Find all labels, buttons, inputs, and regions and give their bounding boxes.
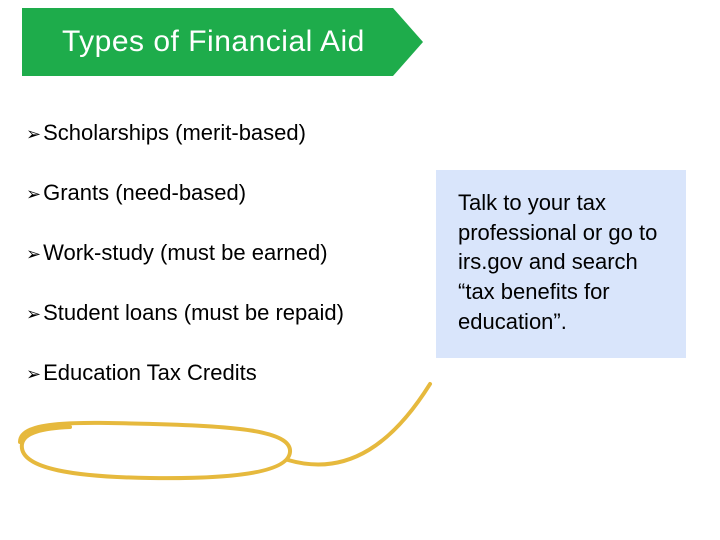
bullet-text: Student loans (must be repaid) bbox=[43, 300, 344, 326]
bullet-item: ➢ Scholarships (merit-based) bbox=[26, 120, 406, 146]
bullet-text: Education Tax Credits bbox=[43, 360, 257, 386]
bullet-marker-icon: ➢ bbox=[26, 304, 41, 325]
title-text: Types of Financial Aid bbox=[22, 8, 393, 76]
bullet-item: ➢ Student loans (must be repaid) bbox=[26, 300, 406, 326]
bullet-marker-icon: ➢ bbox=[26, 124, 41, 145]
bullet-marker-icon: ➢ bbox=[26, 364, 41, 385]
bullet-list: ➢ Scholarships (merit-based) ➢ Grants (n… bbox=[26, 120, 406, 420]
bullet-text: Grants (need-based) bbox=[43, 180, 246, 206]
bullet-text: Work-study (must be earned) bbox=[43, 240, 327, 266]
bullet-marker-icon: ➢ bbox=[26, 184, 41, 205]
bullet-marker-icon: ➢ bbox=[26, 244, 41, 265]
title-banner: Types of Financial Aid bbox=[22, 8, 423, 76]
bullet-item: ➢ Work-study (must be earned) bbox=[26, 240, 406, 266]
bullet-item: ➢ Grants (need-based) bbox=[26, 180, 406, 206]
annotation-ellipse bbox=[20, 423, 290, 478]
banner-arrow-tip bbox=[393, 8, 423, 76]
bullet-text: Scholarships (merit-based) bbox=[43, 120, 306, 146]
bullet-item: ➢ Education Tax Credits bbox=[26, 360, 406, 386]
callout-text: Talk to your tax professional or go to i… bbox=[458, 190, 657, 334]
callout-box: Talk to your tax professional or go to i… bbox=[436, 170, 686, 358]
